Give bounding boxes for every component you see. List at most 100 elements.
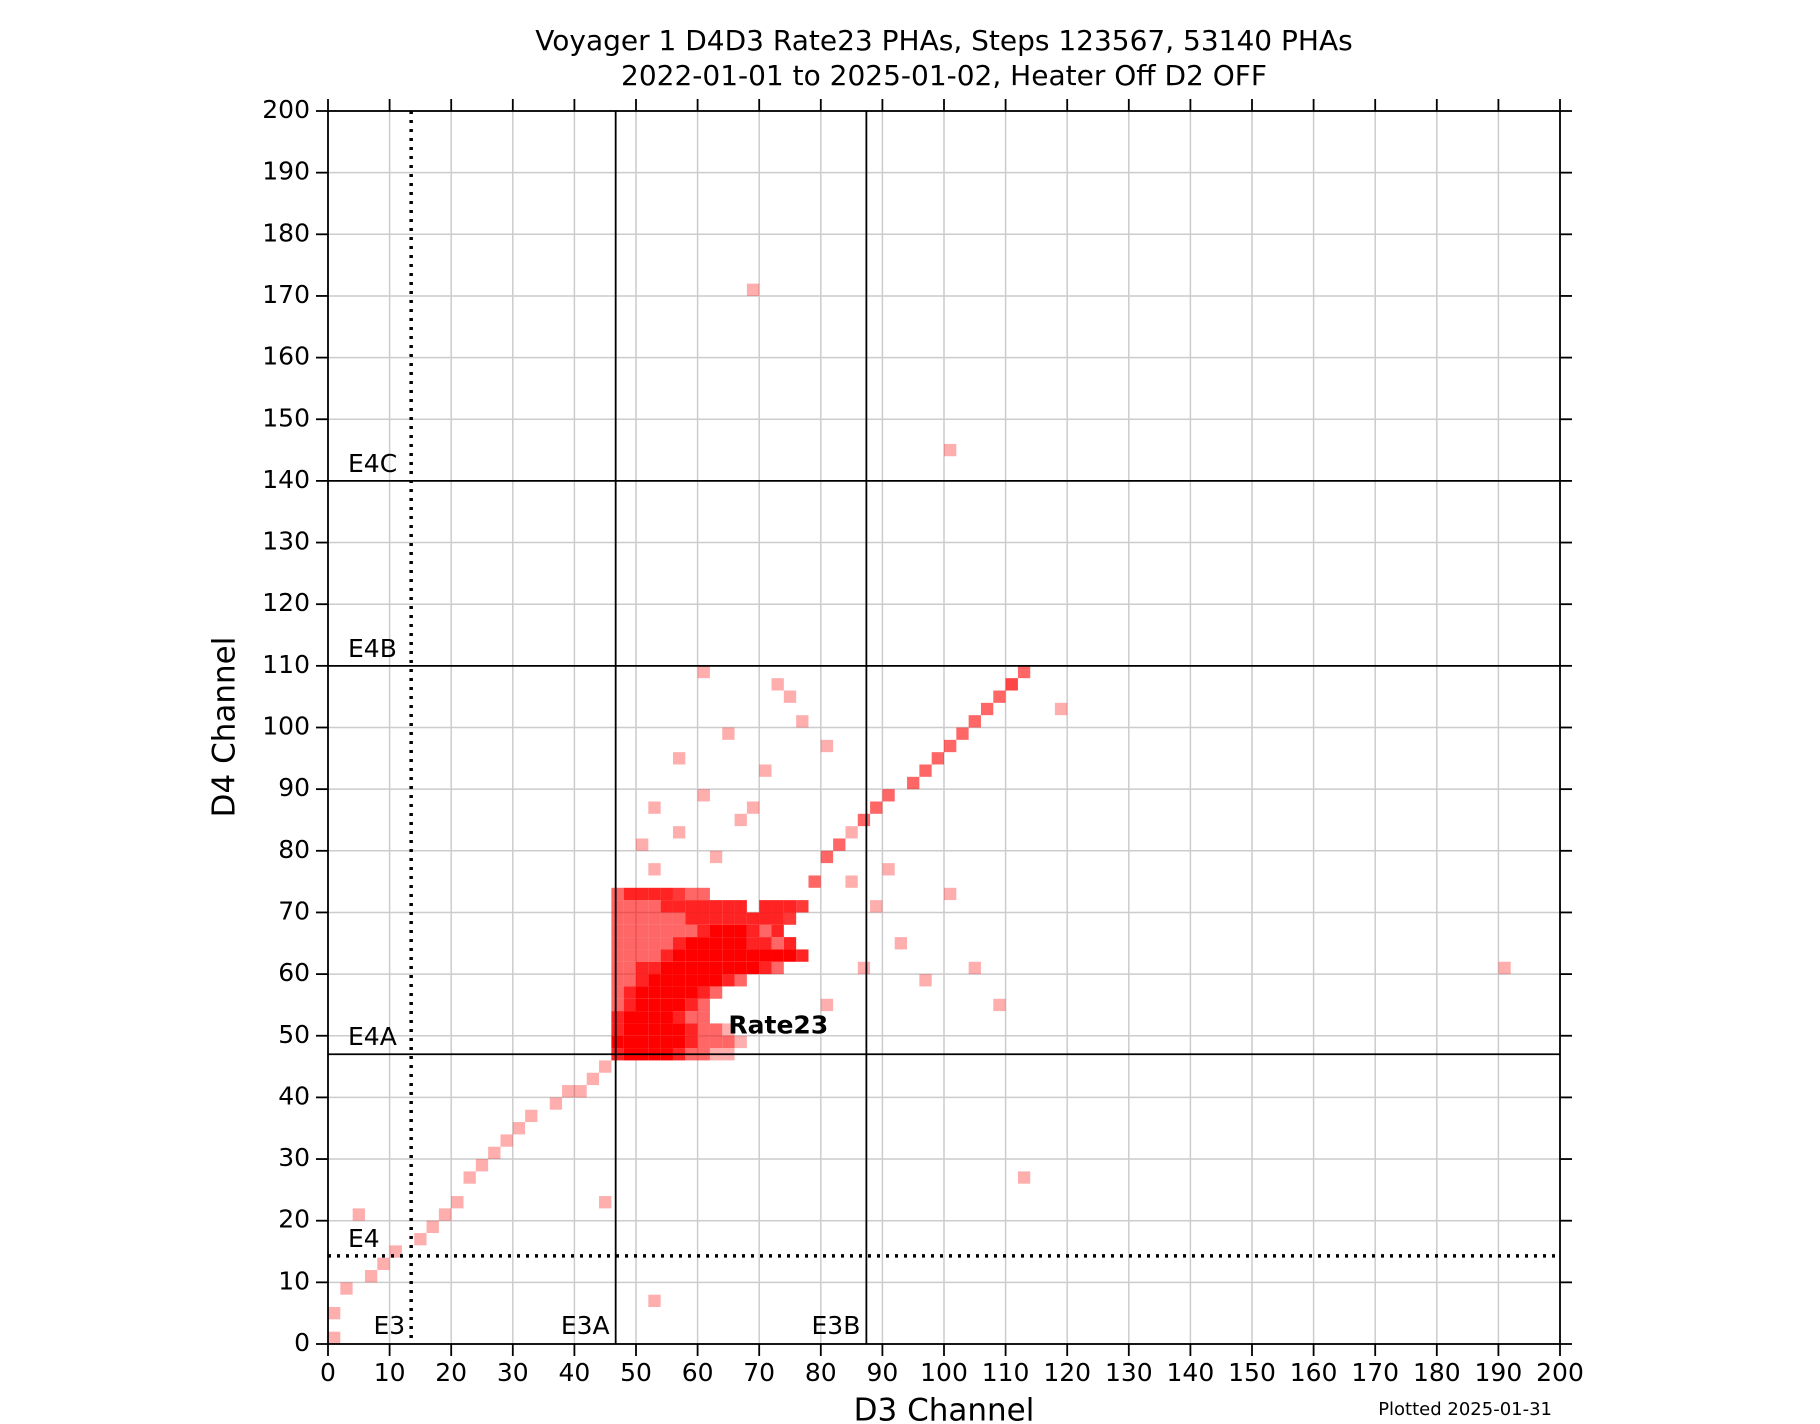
hist-cell (611, 1011, 624, 1024)
hist-cell (857, 813, 871, 827)
hist-cell (734, 900, 747, 913)
threshold-label: E4A (348, 1022, 397, 1051)
hist-cell (919, 974, 932, 987)
hist-cell (697, 924, 710, 938)
x-tick-label: 30 (497, 1358, 529, 1387)
hist-cell (672, 1011, 686, 1024)
hist-cell (623, 1023, 636, 1036)
hist-cell (685, 1023, 698, 1036)
hist-cell (882, 789, 895, 802)
y-tick-label: 70 (278, 896, 310, 925)
y-tick-label: 190 (262, 157, 310, 186)
hist-cell (833, 838, 846, 851)
hist-cell (697, 961, 710, 975)
hist-cell (660, 961, 673, 975)
threshold-label: E4C (348, 449, 397, 478)
hist-cell (722, 1035, 735, 1049)
hist-cell (611, 924, 624, 938)
x-tick-label: 0 (320, 1358, 336, 1387)
hist-cell (611, 912, 624, 925)
hist-cell (746, 937, 760, 950)
hist-cell (820, 739, 834, 753)
hist-cell (734, 949, 747, 962)
y-tick-label: 80 (278, 835, 310, 864)
plotted-note: Plotted 2025-01-31 (1378, 1399, 1552, 1420)
threshold-label: E4 (348, 1224, 380, 1253)
hist-cell (672, 949, 686, 962)
hist-cell (746, 961, 760, 975)
hist-cell (648, 924, 661, 938)
hist-cell (808, 875, 821, 888)
chart-title: Voyager 1 D4D3 Rate23 PHAs, Steps 123567… (535, 24, 1352, 57)
hist-cell (857, 961, 871, 975)
hist-cell (931, 752, 944, 765)
hist-cell (672, 937, 686, 950)
hist-cell (783, 690, 797, 703)
hist-cell (611, 986, 624, 999)
hist-cell (648, 961, 661, 975)
y-tick-label: 10 (278, 1266, 310, 1295)
hist-cell (636, 961, 649, 975)
hist-cell (771, 961, 784, 975)
hist-cell (734, 924, 747, 938)
y-tick-label: 0 (294, 1328, 310, 1357)
hist-cell (759, 764, 772, 777)
hist-cell (636, 937, 649, 950)
hist-cell (783, 937, 797, 950)
hist-cell (820, 850, 834, 864)
hist-cell (697, 949, 710, 962)
hist-cell (759, 900, 772, 913)
hist-cell (697, 974, 710, 987)
hist-cell (685, 1011, 698, 1024)
hist-cell (746, 801, 760, 814)
y-tick-label: 50 (278, 1020, 310, 1049)
x-tick-label: 120 (1043, 1358, 1091, 1387)
hist-cell (685, 912, 698, 925)
hist-cell (377, 1257, 390, 1271)
hist-cell (648, 937, 661, 950)
hist-cell (672, 986, 686, 999)
hist-cell (648, 887, 661, 901)
hist-cell (648, 986, 661, 999)
hist-cell (709, 974, 723, 987)
hist-cell (697, 1023, 710, 1036)
hist-cell (648, 974, 661, 987)
x-tick-label: 140 (1167, 1358, 1215, 1387)
hist-cell (648, 912, 661, 925)
x-tick-label: 160 (1290, 1358, 1338, 1387)
hist-cell (685, 986, 698, 999)
x-tick-label: 150 (1228, 1358, 1276, 1387)
x-tick-label: 60 (682, 1358, 714, 1387)
hist-cell (734, 912, 747, 925)
hist-cell (709, 937, 723, 950)
hist-cell (796, 715, 809, 728)
x-tick-label: 110 (982, 1358, 1030, 1387)
hist-cell (722, 974, 735, 987)
hist-cell (685, 961, 698, 975)
hist-cell (783, 949, 797, 962)
hist-cell (944, 887, 957, 901)
hist-cell (611, 1035, 624, 1049)
hist-cell (623, 949, 636, 962)
hist-cell (845, 875, 858, 888)
hist-cell (672, 1035, 686, 1049)
hist-cell (771, 912, 784, 925)
hist-cell (648, 1035, 661, 1049)
hist-cell (722, 949, 735, 962)
hist-cell (660, 1035, 673, 1049)
hist-cell (328, 1307, 341, 1320)
hist-cell (636, 912, 649, 925)
hist-cell (672, 961, 686, 975)
threshold-label: E3B (812, 1311, 861, 1340)
y-tick-label: 150 (262, 403, 310, 432)
hist-cell (562, 1085, 575, 1098)
chart-subtitle: 2022-01-01 to 2025-01-02, Heater Off D2 … (621, 59, 1267, 92)
hist-cell (722, 937, 735, 950)
hist-cell (771, 900, 784, 913)
y-tick-label: 30 (278, 1143, 310, 1172)
hist-cell (660, 1023, 673, 1036)
y-tick-label: 200 (262, 95, 310, 124)
hist-cell (746, 912, 760, 925)
hist-cell (870, 801, 883, 814)
